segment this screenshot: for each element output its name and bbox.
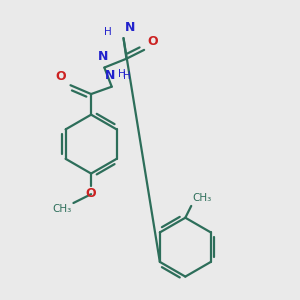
Text: H: H (118, 69, 125, 79)
Text: O: O (148, 35, 158, 48)
Text: CH₃: CH₃ (193, 193, 212, 203)
Text: H: H (124, 71, 131, 81)
Text: O: O (86, 187, 96, 200)
Text: O: O (56, 70, 66, 83)
Text: H: H (104, 27, 112, 37)
Text: N: N (125, 21, 135, 34)
Text: CH₃: CH₃ (53, 205, 72, 214)
Text: N: N (98, 50, 108, 63)
Text: N: N (105, 69, 116, 82)
